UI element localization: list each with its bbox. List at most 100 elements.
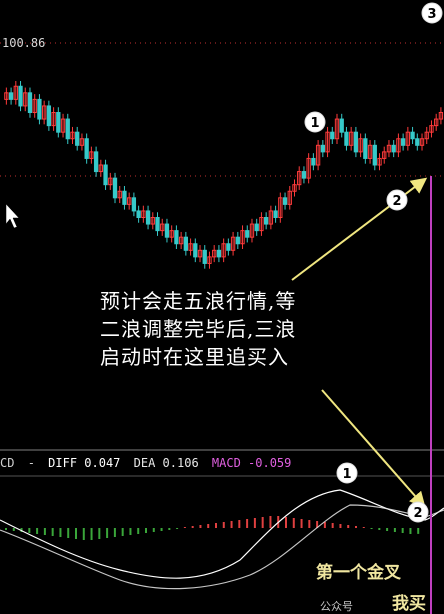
candle-body [108,177,113,186]
candle-body [112,177,118,199]
candle-body [183,236,189,251]
candle-body [188,243,193,251]
candle-body [75,131,80,146]
candle-body [396,138,401,153]
candle-body [367,144,373,159]
candle-body [287,190,292,205]
candle-body [311,157,316,166]
candle-body [434,118,439,127]
candle-body [150,217,155,225]
macd-value: MACD -0.059 [211,456,292,470]
wave2-macd-marker: 2 [407,501,429,523]
candle-body [13,85,18,100]
diff-value: DIFF 0.047 [48,456,121,470]
candle-body [93,151,99,173]
wave3-marker: 3 [421,2,443,24]
candle-body [145,210,151,225]
candle-body [429,125,434,133]
candle-body [315,144,321,166]
candle-body [56,112,61,133]
wave2-macd-marker-text: 2 [413,506,422,521]
candle-body [245,230,250,238]
wave3-marker-text: 3 [427,7,436,22]
candle-body [230,236,236,251]
candle-body [37,98,42,120]
candle-body [325,131,330,153]
candle-body [216,249,222,258]
macd-dash: - [27,456,35,470]
candle-body [259,217,264,232]
candle-body [122,190,127,205]
candle-body [60,118,66,133]
candle-body [4,92,9,100]
candle-body [320,144,325,153]
first-golden-cross-label: 第一个金叉 [316,563,401,583]
candle-body [386,144,392,153]
candle-body [292,184,297,192]
candle-body [419,138,425,146]
candle-body [160,223,165,232]
candle-body [344,131,349,146]
annotation-line: 预计会走五浪行情,等 [100,289,297,313]
candle-body [141,210,146,218]
price-level-label: 100.86 [2,36,46,50]
candle-body [164,223,170,238]
candle-body [282,197,288,205]
candle-body [32,98,37,113]
candle-body [202,249,207,264]
candle-body [18,85,23,107]
candle-body [27,92,33,113]
diff-line [0,489,444,579]
candle-body [278,197,283,218]
candle-body [263,217,269,225]
candle-body [240,230,245,245]
watermark: 公众号 [320,600,353,613]
candle-body [46,105,52,127]
candle-body [193,243,198,258]
candle-body [103,164,108,186]
candle-body [297,171,302,186]
annotation-line: 二浪调整完毕后,三浪 [100,317,297,341]
candle-body [405,131,411,146]
candle-body [169,230,174,238]
candle-body [382,151,387,159]
candle-body [377,157,382,166]
wave1-macd-marker-text: 1 [342,467,351,482]
candle-body [8,92,14,100]
candle-body [268,210,274,225]
dea-value: DEA 0.106 [133,456,199,470]
candle-body [51,112,56,127]
candle-body [391,144,396,153]
candle-body [372,144,377,166]
wave2-price-marker-text: 2 [392,194,401,209]
candle-body [301,171,307,179]
candle-body [136,210,141,218]
candle-body [235,236,240,245]
buy-label: 我买 [392,594,426,614]
wave2-macd-marker-circle [407,501,429,523]
candle-body [273,210,278,218]
candle-body [70,131,75,140]
candle-body [424,131,429,140]
arrow-to-golden-cross [321,389,426,509]
candle-body [23,92,28,107]
wave1-price-marker-circle [304,111,326,133]
candle-body [410,131,415,140]
candle-body [197,249,203,258]
candle-body [98,164,103,173]
macd-name: CD [0,456,15,470]
candle-body [363,138,368,159]
candle-body [349,131,354,146]
candle-body [249,223,255,238]
candle-body [65,118,70,140]
wave1-macd-marker: 1 [336,462,358,484]
annotation-text: 预计会走五浪行情,等 二浪调整完毕后,三浪 启动时在这里追买入 [100,287,296,371]
candle-body [306,157,311,179]
candle-body [353,131,359,153]
candle-body [339,118,344,133]
candle-body [131,197,137,212]
candle-body [174,230,179,245]
candle-body [41,105,47,120]
wave3-marker-circle [421,2,443,24]
candle-body [79,138,85,146]
